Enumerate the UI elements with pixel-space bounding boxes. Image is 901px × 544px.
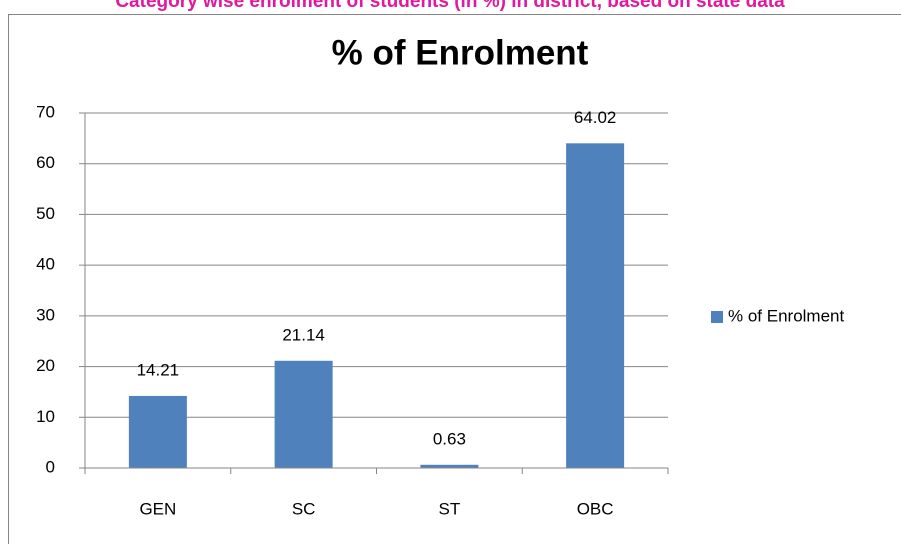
data-label: 14.21 <box>137 360 180 379</box>
bar <box>420 464 479 468</box>
bar <box>566 143 625 468</box>
y-tick-label: 30 <box>36 305 55 324</box>
y-tick-label: 10 <box>36 407 55 426</box>
x-tick-label: SC <box>292 499 316 518</box>
x-tick-label: OBC <box>577 499 614 518</box>
x-tick-label: GEN <box>139 499 176 518</box>
y-tick-label: 60 <box>36 153 55 172</box>
y-tick-label: 0 <box>46 457 55 476</box>
bar <box>274 360 333 468</box>
data-label: 0.63 <box>433 429 466 448</box>
chart-title: % of Enrolment <box>332 33 589 72</box>
x-tick-label: ST <box>439 499 461 518</box>
legend-label: % of Enrolment <box>728 306 844 325</box>
legend-swatch <box>711 311 723 323</box>
data-label: 21.14 <box>282 325 325 344</box>
data-label: 64.02 <box>574 108 617 127</box>
bar <box>128 395 187 468</box>
y-tick-label: 50 <box>36 204 55 223</box>
y-tick-label: 40 <box>36 255 55 274</box>
y-tick-label: 70 <box>36 102 55 121</box>
y-tick-label: 20 <box>36 356 55 375</box>
page-heading: Category wise enrolment of students (in … <box>115 0 785 12</box>
